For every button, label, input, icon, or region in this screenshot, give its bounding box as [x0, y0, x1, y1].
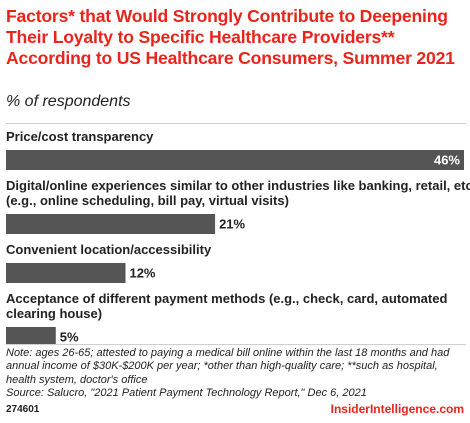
bar-2 [6, 263, 126, 283]
category-label-3-line-0: Acceptance of different payment methods … [6, 291, 447, 306]
category-label-2: Convenient location/accessibility [6, 242, 212, 257]
bar-chart: Price/cost transparency 46% Digital/online… [6, 129, 470, 345]
chart-subtitle: % of respondents [6, 93, 131, 110]
category-label-3-line-1: clearing house) [6, 306, 102, 321]
category-label-0: Price/cost transparency [6, 129, 154, 144]
category-label-1-line-0: Digital/online experiences similar to ot… [6, 178, 470, 193]
value-label-0: 46% [434, 153, 460, 168]
category-label-1-line-1: (e.g., online scheduling, bill pay, virt… [6, 193, 289, 208]
footer-divider [6, 344, 466, 345]
brand-link[interactable]: InsiderIntelligence.com [330, 402, 464, 416]
chart-title: Factors* that Would Strongly Contribute … [6, 6, 455, 68]
value-label-1: 21% [219, 217, 245, 232]
note-text: Note: ages 26-65; attested to paying a m… [6, 347, 450, 386]
value-label-2: 12% [129, 266, 155, 281]
value-label-3: 5% [60, 330, 79, 345]
footer-notes: Note: ages 26-65; attested to paying a m… [6, 347, 468, 401]
bar-3 [6, 327, 56, 344]
source-text: Source: Salucro, "2021 Patient Payment T… [6, 387, 367, 400]
bar-0 [6, 150, 464, 170]
bar-1 [6, 214, 216, 234]
chart-id: 274601 [6, 404, 40, 415]
header-divider [6, 123, 466, 124]
